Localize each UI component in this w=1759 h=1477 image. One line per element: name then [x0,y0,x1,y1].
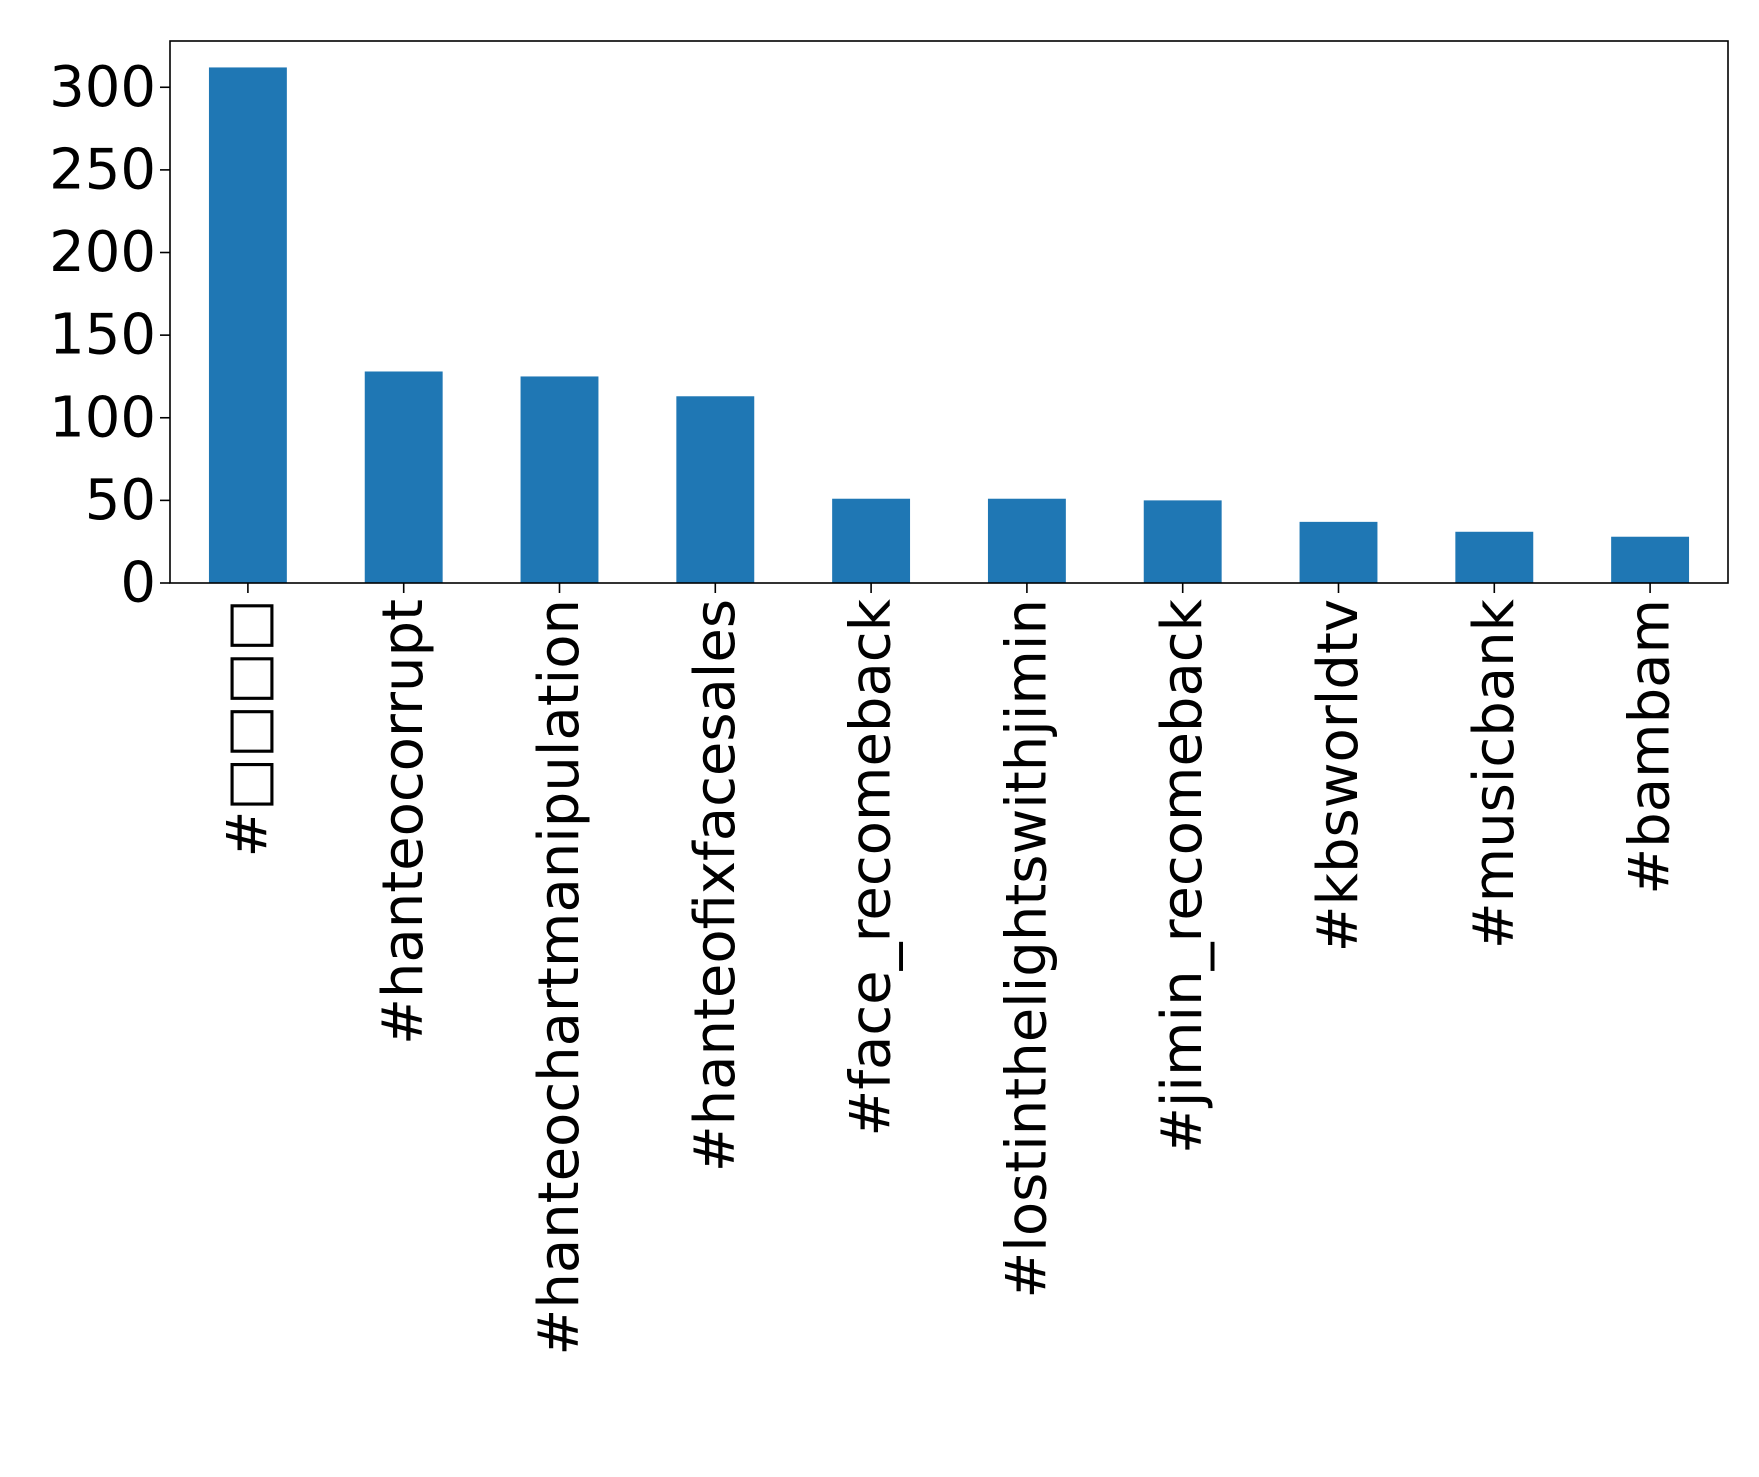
y-tick-label: 250 [49,137,156,202]
x-tick-label: #kbsworldtv [1306,599,1371,952]
bar [676,396,755,583]
x-tick-label: #bambam [1618,599,1683,895]
y-tick-label: 100 [49,385,156,450]
x-tick-label: #hanteofixfacesales [683,599,748,1172]
x-tick-label: #jimin_recomeback [1150,598,1215,1154]
bar [832,498,911,583]
bar [364,371,443,583]
plot-frame [169,40,1729,584]
bar [520,376,599,583]
x-tick-label: #hanteocorrupt [371,599,436,1045]
bar [208,67,287,583]
x-tick-label: #lostinthelightswithjimin [994,599,1059,1299]
y-tick-label: 150 [49,303,156,368]
y-axis: 0 50 100 150 200 250 300 [49,55,170,616]
x-tick-label: #□□□□ [215,599,280,858]
bar [1611,536,1690,583]
bar [1455,531,1534,583]
x-tick-label: #face_recomeback [839,598,904,1136]
y-tick-label: 300 [49,55,156,120]
bars-group [208,67,1690,583]
bar [987,498,1066,583]
bar [1143,500,1222,583]
y-tick-label: 0 [120,551,156,616]
bar [1299,521,1378,583]
x-tick-label: #hanteochartmanipulation [527,599,592,1356]
y-tick-label: 200 [49,220,156,285]
y-tick-label: 50 [85,468,156,533]
x-tick-label: #musicbank [1462,598,1527,949]
x-axis: #□□□□ #hanteocorrupt #hanteochartmanipulat… [215,583,1683,1356]
